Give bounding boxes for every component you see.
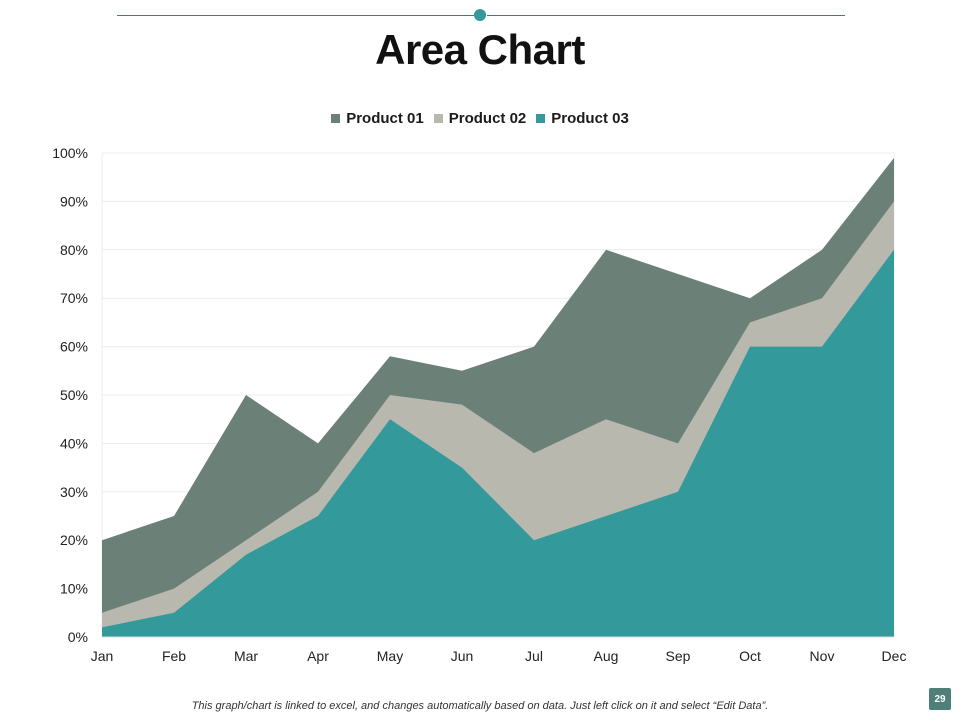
x-tick-label: Aug (594, 648, 619, 664)
x-tick-label: May (377, 648, 403, 664)
y-tick-label: 70% (60, 290, 88, 306)
x-tick-label: Oct (739, 648, 761, 664)
legend-swatch-product-01 (331, 114, 341, 123)
legend-label-product-03: Product 03 (551, 110, 629, 127)
y-tick-label: 60% (60, 339, 88, 355)
y-tick-label: 40% (60, 435, 88, 451)
legend-item-product-02: Product 02 (433, 110, 527, 127)
top-rule-right (487, 15, 845, 16)
y-tick-label: 100% (52, 145, 88, 161)
legend-item-product-03: Product 03 (536, 110, 629, 127)
x-tick-label: Jun (451, 648, 474, 664)
footer-note: This graph/chart is linked to excel, and… (191, 700, 769, 712)
y-tick-label: 30% (60, 484, 88, 500)
y-tick-label: 50% (60, 387, 88, 403)
y-tick-label: 90% (60, 193, 88, 209)
y-tick-label: 20% (60, 532, 88, 548)
x-tick-label: Sep (666, 648, 691, 664)
legend-item-product-01: Product 01 (331, 110, 424, 127)
top-rule-dot (474, 9, 486, 21)
y-tick-label: 0% (68, 629, 88, 645)
x-tick-label: Dec (882, 648, 907, 664)
x-tick-label: Jul (525, 648, 543, 664)
legend-label-product-01: Product 01 (346, 110, 424, 127)
area-product-03 (102, 249, 894, 638)
legend-swatch-product-03 (536, 114, 546, 123)
legend-swatch-product-02 (433, 114, 443, 123)
x-tick-label: Jan (91, 648, 114, 664)
chart-legend: Product 01 Product 02 Product 03 (0, 110, 960, 127)
y-tick-label: 80% (60, 242, 88, 258)
page-number-badge: 29 (929, 688, 951, 710)
x-tick-label: Nov (810, 648, 835, 664)
x-tick-label: Feb (162, 648, 186, 664)
x-tick-label: Mar (234, 648, 258, 664)
legend-label-product-02: Product 02 (448, 110, 527, 127)
x-tick-label: Apr (307, 648, 329, 664)
y-tick-label: 10% (60, 581, 88, 597)
top-rule-left (117, 15, 474, 16)
slide-title: Area Chart (375, 26, 585, 73)
